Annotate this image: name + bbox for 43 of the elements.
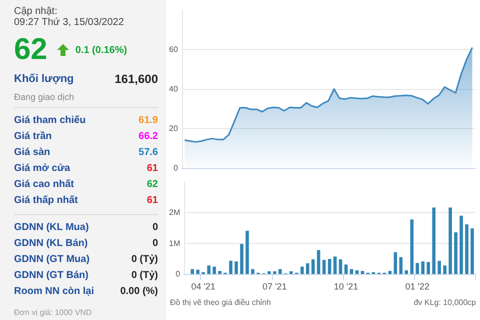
category-label: Giá sàn — [14, 146, 50, 160]
text: 62 — [14, 33, 48, 67]
text: 161,600 — [114, 72, 158, 86]
text: Đơn vị giá: 1000 VND — [14, 308, 93, 317]
text: 66.2 — [138, 131, 158, 142]
text: 61 — [146, 163, 158, 174]
category-label: GDNN (KL Bán) — [14, 237, 88, 251]
y-tick-label: 60 — [168, 45, 178, 54]
text: 0.1 (0.16%) — [75, 44, 128, 56]
category-label: Khối lượng — [14, 72, 74, 87]
category-label: GDNN (KL Mua) — [14, 221, 89, 235]
x-tick-label: 01 '22 — [405, 282, 430, 292]
y-tick-label: 20 — [168, 124, 178, 133]
y-tick-label: 1M — [168, 238, 180, 248]
y-tick-label: 0 — [176, 270, 181, 278]
text: Cập nhật: — [14, 6, 58, 17]
text: 0 (Tỷ) — [131, 254, 158, 265]
text: 57.6 — [138, 147, 158, 158]
category-label: Giá thấp nhất — [14, 194, 78, 208]
text: 61.9 — [138, 115, 158, 126]
text: 09:27 Thứ 3, 15/03/2022 — [14, 17, 125, 28]
x-tick-label: 10 '21 — [334, 282, 358, 292]
y-tick-label: 40 — [168, 84, 178, 94]
y-tick-label: 0 — [173, 164, 178, 172]
category-label: Room NN còn lại — [14, 285, 94, 299]
text: đv KLg: 10,000cp — [414, 298, 476, 307]
category-label: Giá tham chiếu — [14, 114, 86, 128]
text: Đồ thị vẽ theo giá điều chỉnh — [170, 298, 271, 307]
text: 0 — [152, 222, 158, 233]
text: 61 — [146, 195, 158, 206]
category-label: GDNN (GT Mua) — [14, 253, 90, 267]
x-tick-label: 04 '21 — [191, 282, 216, 292]
category-label: Giá trần — [14, 130, 52, 144]
category-label: Giá mở cửa — [14, 162, 70, 176]
text: 0 (Tỷ) — [131, 270, 158, 281]
text: 0.00 (%) — [120, 286, 158, 297]
text: 0 — [152, 238, 158, 249]
category-label: Giá cao nhất — [14, 178, 74, 192]
category-label: GDNN (GT Bán) — [14, 269, 88, 283]
text: Đang giao dịch — [14, 92, 76, 102]
x-tick-label: 07 '21 — [262, 282, 287, 292]
text: 62 — [146, 179, 158, 190]
y-tick-label: 2M — [168, 208, 180, 218]
